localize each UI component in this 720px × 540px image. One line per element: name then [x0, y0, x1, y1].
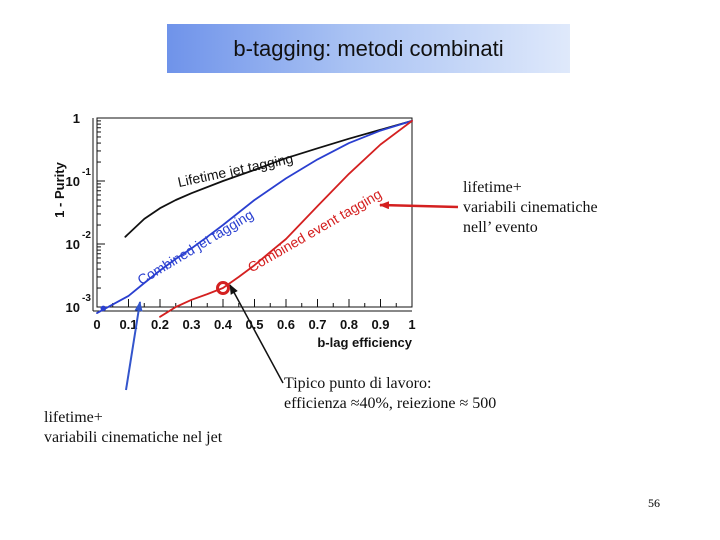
event-annotation: lifetime+ variabili cinematiche nell’ ev… — [463, 178, 703, 238]
event-annotation-arrow — [379, 201, 459, 210]
working-point-line1: Tipico punto di lavoro: — [284, 375, 432, 392]
y-tick-base: 10 — [66, 237, 80, 252]
series-label-2: Combined event tagging — [245, 186, 384, 276]
working-point-annotation: Tipico punto di lavoro: efficienza ≈40%,… — [284, 374, 604, 414]
y-tick-label: 10-2 — [66, 230, 92, 252]
jet-annotation-arrow — [125, 301, 143, 391]
x-tick-label: 0.8 — [340, 317, 358, 332]
y-tick-label: 10-1 — [66, 167, 92, 189]
y-tick-label: 1 — [73, 111, 80, 126]
x-tick-label: 0.1 — [119, 317, 137, 332]
y-tick-exponent: -3 — [82, 293, 91, 304]
x-tick-label: 0.2 — [151, 317, 169, 332]
jet-annotation-line1: lifetime+ — [44, 409, 103, 426]
working-point-line2: efficienza ≈40%, reiezione ≈ 500 — [284, 395, 497, 412]
x-tick-labels: 0 0.1 0.2 0.3 0.4 0.5 0.6 0.7 0.8 0.9 1 — [93, 317, 415, 332]
x-tick-label: 0.7 — [308, 317, 326, 332]
x-tick-label: 1 — [408, 317, 415, 332]
event-annotation-line1: lifetime+ — [463, 179, 522, 196]
working-point-marker — [216, 281, 230, 296]
x-tick-label: 0.4 — [214, 317, 233, 332]
series-lines — [96, 120, 413, 318]
series-line-0 — [124, 120, 413, 238]
event-annotation-line3: nell’ evento — [463, 219, 538, 236]
markers — [100, 281, 230, 312]
x-tick-label: 0.9 — [371, 317, 389, 332]
slide-title: b-tagging: metodi combinati — [233, 35, 504, 61]
y-tick-base: 1 — [73, 111, 80, 126]
y-tick-base: 10 — [66, 174, 80, 189]
slide-title-box: b-tagging: metodi combinati — [167, 24, 570, 73]
series-label-1: Combined jet tagging — [134, 206, 256, 288]
series-line-2 — [159, 120, 413, 318]
page-number: 56 — [648, 496, 660, 510]
y-tick-label: 10-3 — [66, 293, 92, 315]
x-tick-label: 0.3 — [182, 317, 200, 332]
series-line-1 — [96, 120, 413, 315]
jet-annotation: lifetime+ variabili cinematiche nel jet — [44, 408, 304, 448]
x-tick-label: 0 — [93, 317, 100, 332]
y-tick-labels: 110-110-210-3 — [66, 111, 92, 315]
y-tick-exponent: -2 — [82, 230, 91, 241]
working-point-arrow — [229, 284, 284, 384]
y-tick-base: 10 — [66, 300, 80, 315]
combined-jet-start-marker — [100, 305, 107, 312]
event-annotation-line2: variabili cinematiche — [463, 199, 598, 216]
y-axis-label: 1 - Purity — [52, 161, 67, 217]
y-tick-exponent: -1 — [82, 167, 91, 178]
x-tick-label: 0.6 — [277, 317, 295, 332]
jet-annotation-line2: variabili cinematiche nel jet — [44, 429, 223, 446]
x-axis-label: b-lag efficiency — [317, 335, 412, 350]
